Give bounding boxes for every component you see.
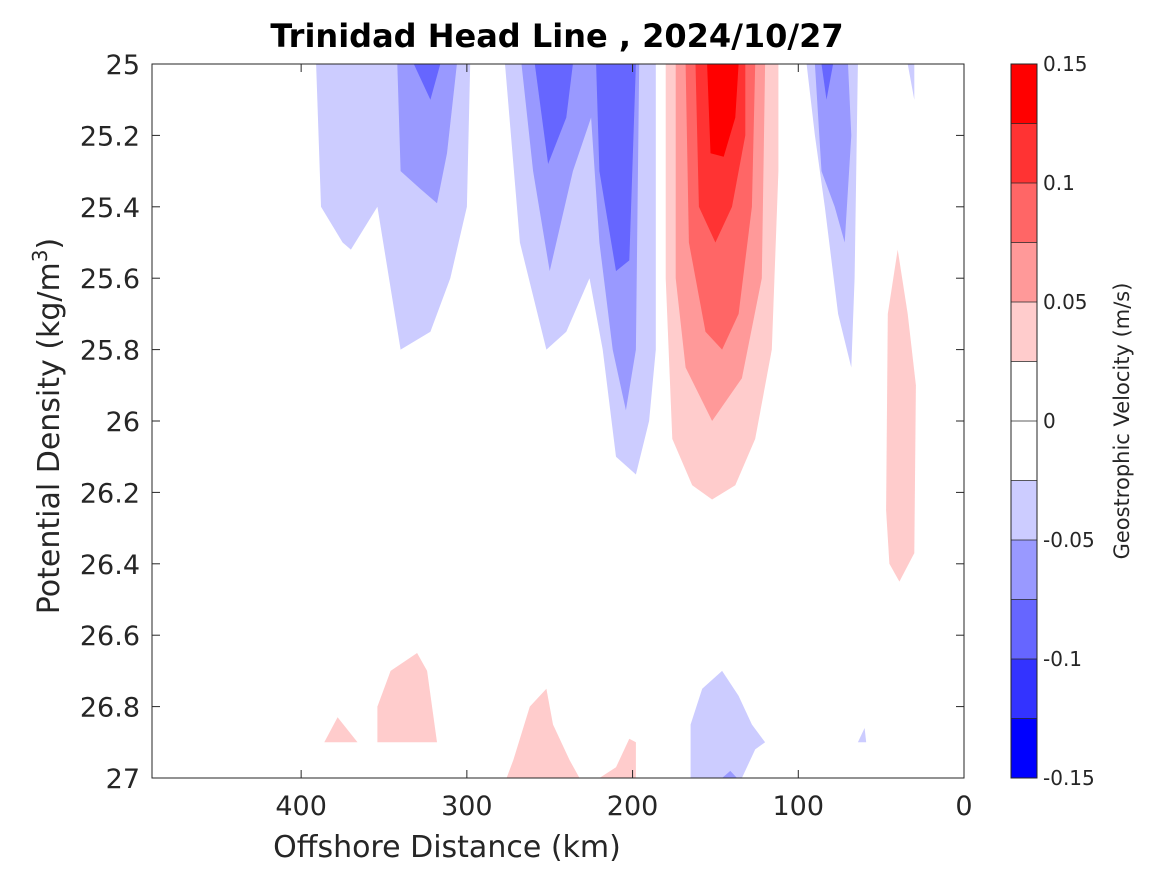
- colorbar-tick-label: 0.15: [1043, 52, 1088, 76]
- y-tick-label: 25.8: [80, 336, 140, 367]
- colorbar-swatch: [1011, 302, 1037, 362]
- colorbar-tick-label: -0.05: [1043, 528, 1095, 552]
- y-tick-label: 25.6: [80, 264, 140, 295]
- y-axis-label: Potential Density (kg/m3): [28, 238, 67, 614]
- y-axis-label-main: Potential Density (kg/m: [32, 262, 67, 614]
- colorbar-tick-label: 0.1: [1043, 171, 1075, 195]
- colorbar-tick-label: 0: [1043, 409, 1056, 433]
- y-tick-label: 26.8: [80, 693, 140, 724]
- x-tick-label: 300: [441, 791, 493, 822]
- y-axis-label-superscript: 3: [28, 249, 52, 262]
- contour-region-neg-5: [534, 64, 573, 164]
- contour-region-neg-1: [397, 64, 457, 204]
- colorbar-swatch: [1011, 659, 1037, 719]
- contour-region-pos-17: [324, 717, 358, 743]
- colorbar-swatch: [1011, 718, 1037, 778]
- y-axis: 25 25.2 25.4 25.6 25.8 26 26.2 26.4 26.6 26.8 27: [80, 50, 964, 795]
- y-tick-label: 25.4: [80, 193, 140, 224]
- colorbar-swatch: [1011, 480, 1037, 540]
- y-tick-label: 26.4: [80, 550, 140, 581]
- x-tick-label: 200: [607, 791, 659, 822]
- x-tick-label: 400: [275, 791, 327, 822]
- plot-area: 25 25.2 25.4 25.6 25.8 26 26.2 26.4 26.6 26.8 27 4…: [80, 50, 973, 822]
- contour-region-pos-16: [886, 249, 916, 582]
- contour-region-pos-20: [599, 738, 636, 778]
- contour-region-neg-2: [413, 64, 441, 100]
- contour-region-neg-13: [814, 64, 852, 243]
- colorbar: 0.15 0.1 0.05 0 -0.05 -0.1 -0.15: [1010, 52, 1095, 790]
- x-tick-label: 0: [955, 791, 972, 822]
- x-axis-label: Offshore Distance (km): [273, 830, 621, 865]
- contour-region-neg-22: [722, 770, 737, 778]
- contour-region-neg-23: [857, 728, 867, 743]
- y-tick-label: 26.6: [80, 621, 140, 652]
- colorbar-swatch: [1011, 421, 1037, 481]
- contour-region-pos-19: [506, 688, 580, 778]
- contour-region-neg-14: [821, 64, 834, 100]
- contour-region-neg-15: [907, 64, 915, 100]
- contour-region-neg-6: [596, 64, 636, 272]
- colorbar-swatch: [1011, 540, 1037, 600]
- colorbar-swatch: [1011, 64, 1037, 124]
- colorbar-swatch: [1011, 183, 1037, 243]
- contour-fills: [316, 64, 916, 778]
- contour-region-pos-11: [707, 64, 739, 157]
- colorbar-swatch: [1011, 242, 1037, 302]
- colorbar-frame: [1010, 63, 1038, 779]
- contour-region-pos-18: [377, 653, 437, 743]
- colorbar-swatch: [1011, 599, 1037, 659]
- y-tick-label: 27: [106, 764, 140, 795]
- colorbar-swatch: [1011, 123, 1037, 183]
- contour-region-neg-21: [690, 670, 766, 778]
- colorbar-tick-label: -0.1: [1043, 647, 1082, 671]
- y-axis-label-suffix: ): [32, 238, 67, 250]
- colorbar-ticks: 0.15 0.1 0.05 0 -0.05 -0.1 -0.15: [1043, 52, 1095, 790]
- chart-title: Trinidad Head Line , 2024/10/27: [270, 17, 843, 55]
- colorbar-tick-label: -0.15: [1043, 766, 1095, 790]
- y-tick-label: 26.2: [80, 478, 140, 509]
- x-tick-label: 100: [773, 791, 825, 822]
- y-tick-label: 26: [106, 407, 140, 438]
- colorbar-tick-label: 0.05: [1043, 290, 1088, 314]
- x-axis: 400 300 200 100 0: [275, 64, 973, 822]
- y-tick-label: 25.2: [80, 121, 140, 152]
- colorbar-swatches: [1011, 64, 1037, 778]
- y-tick-label: 25: [106, 50, 140, 81]
- colorbar-label: Geostrophic Velocity (m/s): [1110, 283, 1134, 560]
- colorbar-swatch: [1011, 361, 1037, 421]
